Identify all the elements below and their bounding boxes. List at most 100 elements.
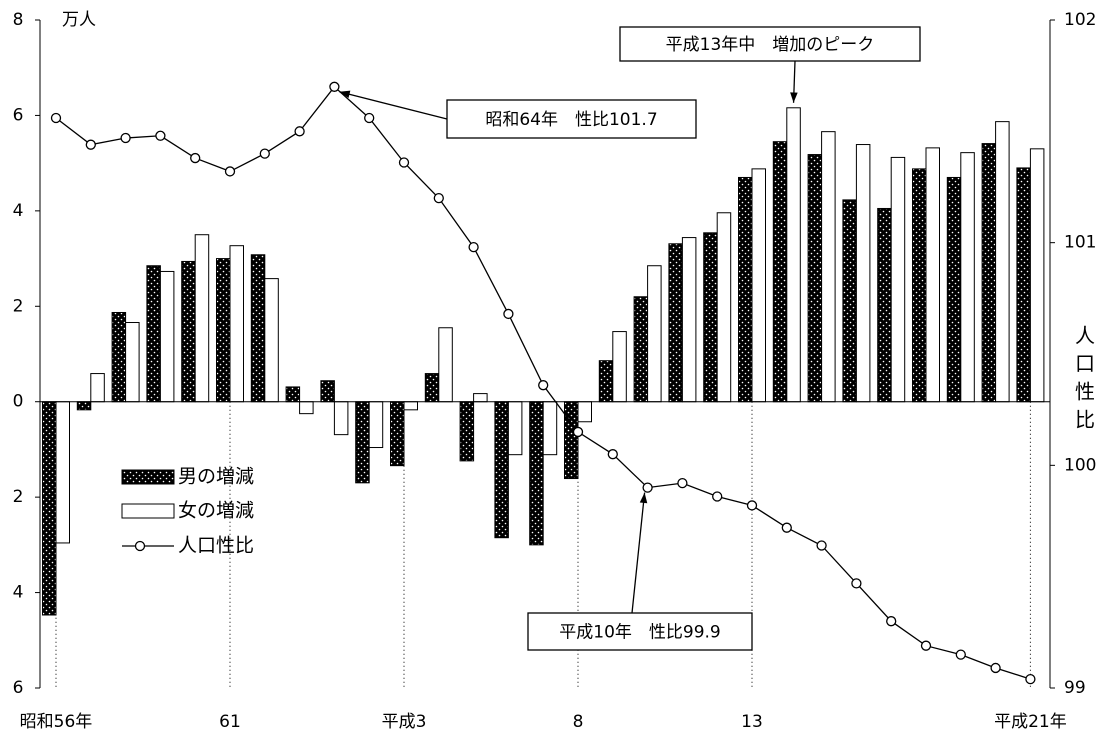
bar xyxy=(890,156,906,403)
annotation-arrowhead xyxy=(339,90,351,98)
bar xyxy=(125,322,140,403)
bar xyxy=(76,401,92,411)
line-point xyxy=(990,662,1001,674)
bar xyxy=(529,401,544,546)
bar xyxy=(299,401,314,415)
bar xyxy=(1016,167,1031,403)
bar xyxy=(473,393,488,403)
legend-label: 男の増減 xyxy=(178,466,254,488)
bar xyxy=(703,232,718,403)
legend-label: 人口性比 xyxy=(178,535,254,557)
bar xyxy=(250,254,266,403)
bar xyxy=(146,265,161,403)
bar xyxy=(633,296,649,403)
bar xyxy=(403,401,418,411)
bar xyxy=(821,131,836,403)
y2-tick-label: 102 xyxy=(1064,10,1096,30)
y2-axis-label: 人口性比 xyxy=(1072,325,1096,437)
bar xyxy=(181,260,196,403)
bar xyxy=(877,207,892,403)
annotation-text: 平成13年中 増加のピーク xyxy=(666,35,875,55)
bar xyxy=(390,401,405,467)
line-point xyxy=(503,308,514,320)
bar xyxy=(194,234,210,403)
bar xyxy=(438,327,453,403)
line-point xyxy=(851,578,862,589)
bar xyxy=(1029,148,1045,403)
line-point xyxy=(920,640,932,651)
unit-label: 万人 xyxy=(62,10,96,30)
line-point xyxy=(712,491,723,502)
bar xyxy=(564,401,579,480)
bar xyxy=(912,168,927,403)
y-tick-label: 4 xyxy=(13,583,24,603)
line-point xyxy=(190,152,201,164)
legend-marker xyxy=(134,540,146,552)
line-point xyxy=(155,130,166,141)
y-tick-label: 6 xyxy=(13,105,24,125)
annotation-box xyxy=(527,612,753,651)
bar xyxy=(355,401,370,484)
bar xyxy=(55,401,70,544)
line-point xyxy=(329,81,340,92)
bar xyxy=(855,144,871,403)
y-tick-label: 2 xyxy=(13,487,24,507)
bar xyxy=(647,265,662,403)
bar xyxy=(264,278,279,403)
bar xyxy=(772,141,788,403)
bar xyxy=(946,176,962,403)
y-tick-label: 8 xyxy=(13,10,24,30)
line-point xyxy=(538,380,549,391)
line-point xyxy=(294,126,305,137)
bar xyxy=(995,121,1010,403)
annotation-text: 昭和64年 性比101.7 xyxy=(485,110,657,130)
bar xyxy=(333,401,349,436)
bar xyxy=(111,311,127,403)
bar xyxy=(42,401,57,616)
bar xyxy=(229,245,244,403)
legend-label: 女の増減 xyxy=(178,500,254,522)
line-point xyxy=(259,148,270,159)
bar xyxy=(424,373,440,403)
y-tick-label: 4 xyxy=(13,201,24,221)
bar xyxy=(716,212,732,403)
annotation-box xyxy=(446,99,697,139)
bar xyxy=(751,168,766,403)
bar xyxy=(960,152,975,403)
line-point xyxy=(120,132,131,144)
y2-tick-label: 100 xyxy=(1064,455,1096,475)
x-tick-label: 平成21年 xyxy=(994,712,1067,732)
y-tick-label: 0 xyxy=(13,392,24,412)
annotation-text: 平成10年 性比99.9 xyxy=(559,623,720,643)
bar xyxy=(925,147,940,403)
line-point xyxy=(607,449,618,460)
y2-tick-label: 101 xyxy=(1064,233,1096,253)
line-point xyxy=(50,112,62,124)
bar xyxy=(577,401,592,423)
line-point xyxy=(85,139,96,150)
bar xyxy=(738,176,753,403)
x-tick-label: 平成3 xyxy=(382,712,427,732)
line-point xyxy=(781,522,792,533)
line-point xyxy=(642,482,653,493)
line-point xyxy=(1025,673,1036,685)
bar xyxy=(807,154,823,403)
bar xyxy=(216,258,231,403)
x-tick-label: 61 xyxy=(219,712,241,732)
bar xyxy=(459,401,475,462)
x-tick-label: 8 xyxy=(573,712,584,732)
bar xyxy=(320,380,335,403)
line-point xyxy=(955,649,966,660)
bar xyxy=(681,237,697,403)
annotation-arrow xyxy=(631,492,646,614)
line-point xyxy=(224,166,236,177)
bar xyxy=(598,360,614,403)
line-point xyxy=(816,540,827,551)
bar xyxy=(285,386,301,403)
y-tick-label: 6 xyxy=(13,678,24,698)
annotation-arrowhead xyxy=(790,92,798,103)
bar xyxy=(507,401,523,456)
x-tick-label: 13 xyxy=(741,712,763,732)
line-point xyxy=(364,112,375,124)
